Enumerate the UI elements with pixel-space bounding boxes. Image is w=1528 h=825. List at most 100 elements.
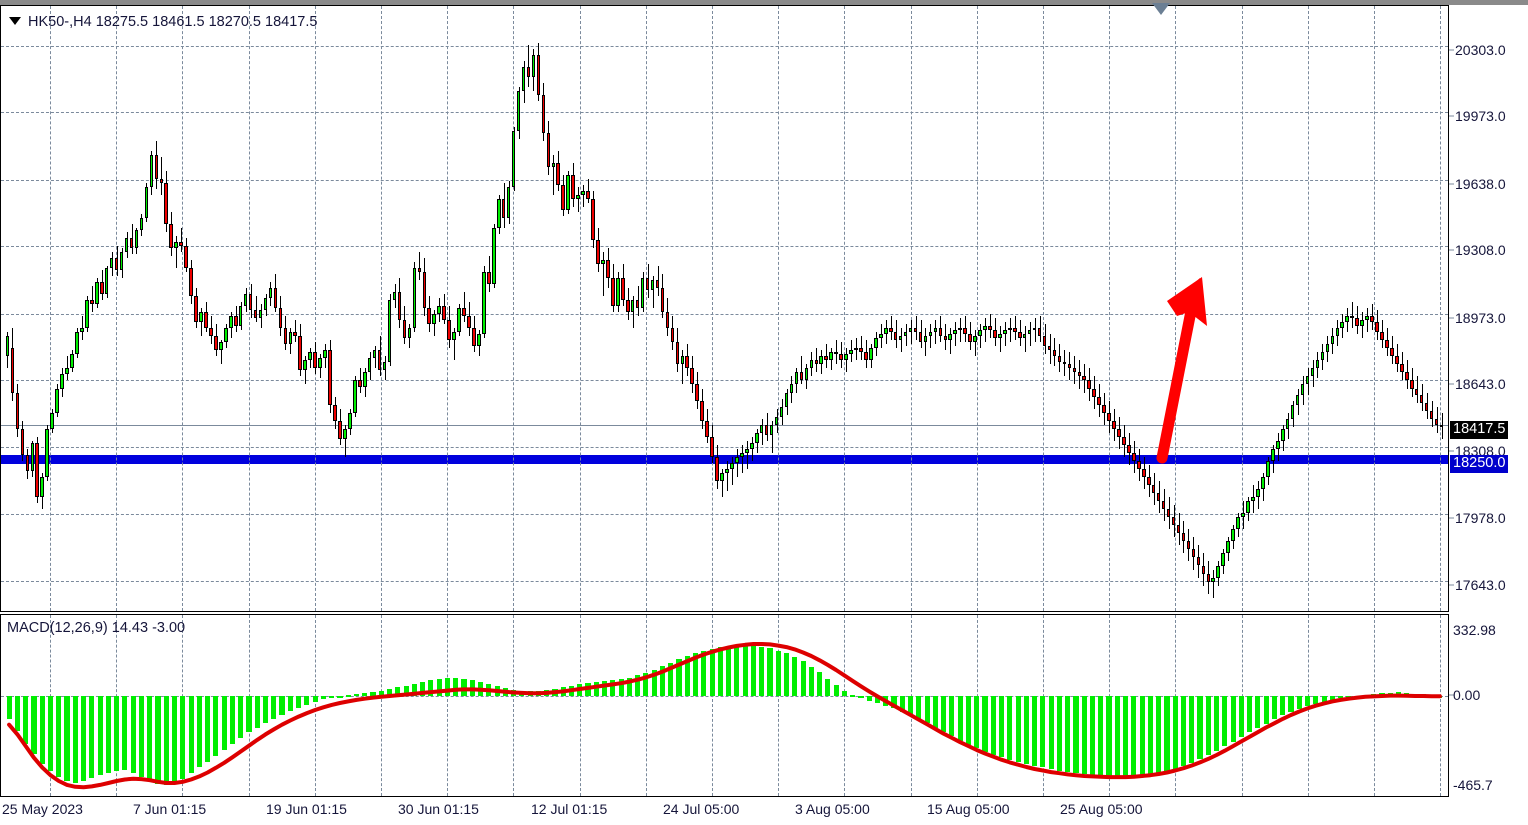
macd-histogram-bar bbox=[1437, 695, 1443, 698]
candle-wick bbox=[345, 424, 346, 457]
time-axis[interactable]: 25 May 2023 7 Jun 01:15 19 Jun 01:15 30 Jun… bbox=[0, 797, 1449, 825]
price-tick bbox=[1449, 183, 1454, 185]
price-gridline bbox=[1, 112, 1448, 114]
macd-histogram-bar bbox=[47, 695, 54, 772]
candle-body-bullish bbox=[1032, 328, 1037, 331]
candle-body-bearish bbox=[1102, 404, 1106, 413]
candle-body-bullish bbox=[491, 227, 496, 284]
triangle-down-icon[interactable] bbox=[9, 17, 21, 26]
candle-body-bullish bbox=[1295, 394, 1300, 405]
candle-body-bullish bbox=[740, 452, 744, 457]
candle-body-bearish bbox=[655, 279, 660, 288]
candle-body-bullish bbox=[65, 368, 69, 375]
candle-body-bearish bbox=[1400, 364, 1404, 373]
candle-body-bullish bbox=[80, 328, 84, 333]
macd-histogram-bar bbox=[461, 678, 467, 696]
macd-histogram-bar bbox=[1032, 695, 1038, 766]
candle-body-bearish bbox=[1107, 412, 1111, 421]
support-level-line[interactable] bbox=[1, 454, 1448, 464]
candle-body-bearish bbox=[1092, 388, 1096, 397]
candle-body-bearish bbox=[1062, 362, 1067, 365]
macd-histogram-bar bbox=[1098, 695, 1104, 776]
candle-body-bullish bbox=[1246, 501, 1250, 514]
time-gridline bbox=[645, 6, 647, 611]
candle-body-bullish bbox=[630, 300, 635, 313]
candle-body-bearish bbox=[15, 392, 20, 429]
candle-body-bullish bbox=[779, 406, 784, 417]
candle-body-bearish bbox=[298, 336, 303, 371]
candle-body-bullish bbox=[903, 332, 908, 337]
macd-histogram-bar bbox=[1048, 695, 1054, 769]
candle-wick bbox=[1010, 318, 1011, 343]
candle-wick bbox=[1000, 326, 1001, 353]
candle-body-bearish bbox=[1161, 501, 1166, 510]
candle-body-bullish bbox=[854, 348, 858, 351]
time-gridline bbox=[778, 615, 780, 796]
candle-body-bullish bbox=[407, 328, 412, 339]
macd-histogram-bar bbox=[1106, 695, 1112, 777]
time-gridline bbox=[381, 615, 382, 796]
candle-body-bearish bbox=[1112, 420, 1116, 429]
candle-body-bullish bbox=[1003, 330, 1007, 335]
candle-wick bbox=[454, 328, 455, 361]
candle-wick bbox=[816, 348, 817, 373]
candle-body-bearish bbox=[1151, 485, 1156, 494]
candle-body-bullish bbox=[551, 163, 556, 168]
macd-axis[interactable]: 332.98 0.00 -465.7 bbox=[1449, 614, 1528, 797]
candle-body-bearish bbox=[1201, 565, 1206, 574]
macd-histogram-bar bbox=[196, 695, 202, 768]
candle-wick bbox=[975, 330, 976, 357]
macd-indicator-panel[interactable]: MACD(12,26,9) 14.43 -3.00 bbox=[0, 614, 1449, 797]
time-gridline bbox=[579, 615, 581, 796]
candle-body-bullish bbox=[983, 326, 987, 331]
candle-body-bullish bbox=[725, 468, 729, 473]
candle-body-bullish bbox=[998, 334, 1002, 339]
candle-body-bullish bbox=[149, 155, 154, 188]
candle-body-bearish bbox=[90, 300, 94, 305]
time-gridline bbox=[579, 6, 581, 611]
price-axis-label: 17978.0 bbox=[1455, 509, 1506, 526]
time-axis-label: 7 Jun 01:15 bbox=[133, 801, 207, 817]
price-gridline bbox=[1, 179, 1448, 181]
candle-body-bullish bbox=[720, 472, 724, 482]
time-axis-label: 25 Aug 05:00 bbox=[1060, 801, 1143, 817]
price-axis[interactable]: 20303.0 19973.0 19638.0 19308.0 18973.0 18643… bbox=[1449, 5, 1528, 612]
macd-histogram-bar bbox=[817, 672, 823, 696]
price-plot-area[interactable] bbox=[1, 6, 1448, 611]
candle-body-bearish bbox=[1052, 350, 1057, 357]
support-price-tag[interactable]: 18250.0 bbox=[1450, 454, 1509, 473]
candle-body-bearish bbox=[1047, 346, 1052, 351]
candle-body-bullish bbox=[759, 424, 764, 433]
candle-body-bullish bbox=[1027, 330, 1032, 335]
price-gridline bbox=[1, 513, 1448, 515]
candle-body-bearish bbox=[814, 360, 819, 365]
macd-histogram-bar bbox=[527, 690, 533, 696]
candle-body-bullish bbox=[119, 251, 124, 270]
macd-histogram-bar bbox=[337, 695, 343, 698]
candle-body-bearish bbox=[501, 199, 506, 218]
candle-body-bullish bbox=[774, 416, 779, 425]
macd-histogram-bar bbox=[1164, 695, 1170, 771]
time-axis-label: 25 May 2023 bbox=[2, 801, 83, 817]
price-chart-panel[interactable]: HK50-,H4 18275.5 18461.5 18270.5 18417.5 bbox=[0, 5, 1449, 612]
candle-body-bullish bbox=[1290, 404, 1295, 419]
candle-body-bearish bbox=[859, 348, 863, 353]
macd-histogram-bar bbox=[386, 689, 393, 696]
macd-histogram-bar bbox=[1280, 695, 1286, 716]
price-tick bbox=[1449, 115, 1454, 117]
candle-body-bearish bbox=[1350, 316, 1354, 319]
price-axis-label: 19973.0 bbox=[1455, 108, 1506, 125]
macd-plot-area[interactable] bbox=[1, 615, 1448, 796]
candle-body-bearish bbox=[273, 287, 278, 309]
candle-body-bullish bbox=[1310, 368, 1315, 377]
macd-histogram-bar bbox=[81, 695, 87, 781]
current-price-tag[interactable]: 18417.5 bbox=[1450, 421, 1509, 440]
time-gridline bbox=[1043, 6, 1044, 611]
macd-histogram-bar bbox=[312, 695, 318, 702]
macd-histogram-bar bbox=[130, 695, 136, 774]
macd-histogram-bar bbox=[535, 690, 541, 696]
candle-body-bearish bbox=[169, 223, 173, 248]
macd-histogram-bar bbox=[320, 695, 326, 700]
candle-body-bullish bbox=[958, 328, 962, 331]
candle-wick bbox=[528, 44, 529, 87]
